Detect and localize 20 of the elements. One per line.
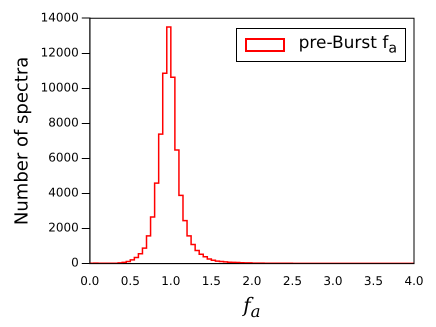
y-tick-label: 14000 [40, 10, 79, 24]
x-tick-label: 2.0 [242, 274, 262, 288]
x-tick-label: 4.0 [404, 274, 424, 288]
y-axis-title: Number of spectra [11, 56, 32, 226]
y-tick-label: 0 [71, 256, 79, 270]
y-tick-label: 6000 [48, 150, 79, 165]
y-tick-label: 10000 [40, 80, 79, 94]
x-tick-label: 3.5 [364, 274, 384, 288]
legend-label: pre-Burst f$_{a}$ [298, 33, 397, 57]
y-tick-label: 12000 [40, 45, 79, 60]
x-tick-label: 2.5 [282, 274, 302, 288]
y-tick-label: 4000 [48, 186, 79, 200]
x-tick-label: 1.0 [161, 274, 180, 288]
x-tick-label: 3.0 [323, 274, 342, 288]
x-tick-label: 1.5 [202, 274, 221, 288]
y-tick-label: 2000 [48, 220, 79, 235]
x-tick-label: 0.5 [120, 274, 140, 288]
x-tick-label: 0.0 [80, 274, 100, 288]
x-axis-title: f$_{a}$ [241, 292, 262, 323]
y-tick-label: 8000 [48, 115, 79, 130]
